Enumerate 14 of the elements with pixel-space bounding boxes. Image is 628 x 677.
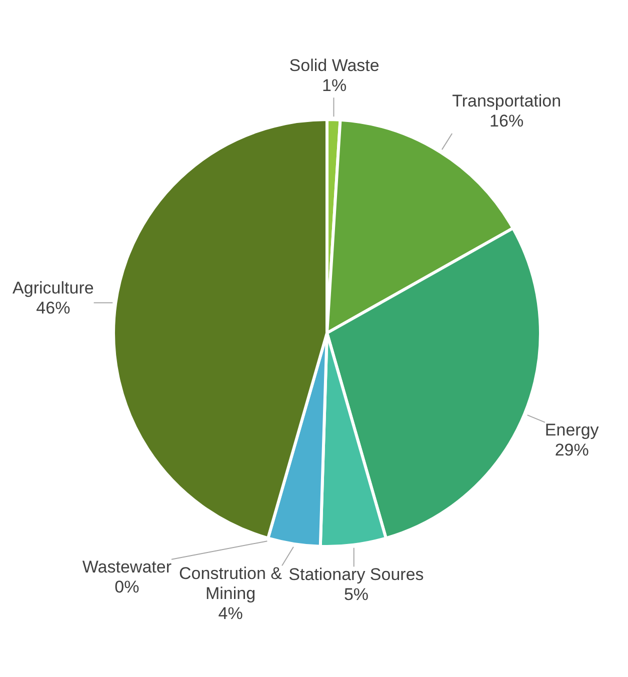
slice-label: Stationary Soures bbox=[288, 564, 424, 584]
data-label: 4% bbox=[218, 604, 243, 623]
category-label: Wastewater bbox=[82, 558, 172, 577]
data-label: 5% bbox=[344, 584, 369, 604]
slice-label: Transportation bbox=[452, 92, 562, 111]
slice-label: Energy bbox=[544, 420, 600, 440]
data-label: 16% bbox=[490, 112, 524, 131]
slice-label: Solid Waste bbox=[289, 56, 380, 75]
data-label: 46% bbox=[36, 298, 70, 318]
slice-label: Constrution & Mining bbox=[179, 564, 283, 603]
text: 0% bbox=[114, 578, 140, 597]
data-label: 29% bbox=[554, 440, 589, 460]
slice-label: Agriculture bbox=[12, 278, 94, 298]
data-label: 1% bbox=[322, 76, 347, 95]
